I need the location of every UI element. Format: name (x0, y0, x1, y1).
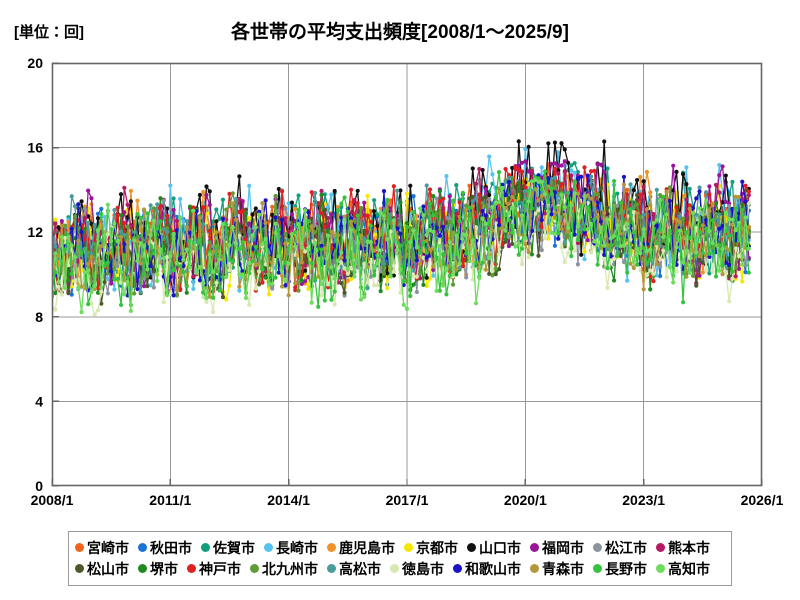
legend-label: 佐賀市 (213, 539, 255, 556)
legend-row-2: 松山市 堺市 神戸市 北九州市 高松市 徳島市 和歌山市 青森市 長野市 高知市 (75, 558, 725, 579)
legend-item-熊本市[interactable]: 熊本市 (656, 540, 710, 556)
legend-item-山口市[interactable]: 山口市 (467, 540, 521, 556)
legend-marker-icon (138, 564, 147, 573)
legend-label: 高松市 (339, 560, 381, 577)
legend-item-青森市[interactable]: 青森市 (530, 561, 584, 577)
legend-label: 京都市 (416, 539, 458, 556)
x-tick-label: 2008/1 (31, 492, 74, 508)
y-tick-label: 4 (35, 393, 43, 409)
legend-label: 神戸市 (199, 560, 241, 577)
legend-label: 松山市 (87, 560, 129, 577)
legend-item-長野市[interactable]: 長野市 (593, 561, 647, 577)
legend-label: 長崎市 (276, 539, 318, 556)
legend-item-神戸市[interactable]: 神戸市 (187, 561, 241, 577)
legend-item-長崎市[interactable]: 長崎市 (264, 540, 318, 556)
legend-marker-icon (530, 564, 539, 573)
plot-area: 0 4 8 12 16 20 2008/1 2011/1 2014/1 2017/1 2020/1 2… (27, 55, 784, 508)
legend-item-京都市[interactable]: 京都市 (404, 540, 458, 556)
legend-marker-icon (75, 543, 84, 552)
legend-item-北九州市[interactable]: 北九州市 (250, 561, 318, 577)
legend-item-佐賀市[interactable]: 佐賀市 (201, 540, 255, 556)
legend-marker-icon (327, 564, 336, 573)
legend-marker-icon (138, 543, 147, 552)
chart-title: 各世帯の平均支出頻度[2008/1～2025/9] (231, 22, 569, 43)
legend-item-鹿児島市[interactable]: 鹿児島市 (327, 540, 395, 556)
x-axis: 2008/1 2011/1 2014/1 2017/1 2020/1 2023/1 2026… (31, 479, 784, 508)
legend-marker-icon (250, 564, 259, 573)
legend-marker-icon (656, 543, 665, 552)
unit-label: [単位：回] (14, 24, 84, 41)
legend-label: 秋田市 (150, 539, 192, 556)
legend-item-宮崎市[interactable]: 宮崎市 (75, 540, 129, 556)
legend-label: 鹿児島市 (339, 539, 395, 556)
y-tick-label: 0 (35, 478, 43, 494)
legend-marker-icon (656, 564, 665, 573)
y-tick-label: 12 (27, 224, 43, 240)
legend-label: 山口市 (479, 539, 521, 556)
legend-label: 宮崎市 (87, 539, 129, 556)
legend-marker-icon (404, 543, 413, 552)
x-tick-label: 2023/1 (622, 492, 665, 508)
legend-marker-icon (530, 543, 539, 552)
legend-marker-icon (201, 543, 210, 552)
x-tick-label: 2011/1 (149, 492, 191, 508)
legend-marker-icon (390, 564, 399, 573)
legend-label: 和歌山市 (465, 560, 521, 577)
legend-label: 松江市 (605, 539, 647, 556)
legend-item-徳島市[interactable]: 徳島市 (390, 561, 444, 577)
legend-row-1: 宮崎市 秋田市 佐賀市 長崎市 鹿児島市 京都市 山口市 福岡市 松江市 熊本市 (75, 537, 725, 558)
y-tick-label: 20 (27, 55, 43, 71)
x-tick-label: 2020/1 (504, 492, 547, 508)
legend-marker-icon (453, 564, 462, 573)
legend-marker-icon (593, 564, 602, 573)
x-tick-label: 2017/1 (386, 492, 429, 508)
legend-item-堺市[interactable]: 堺市 (138, 561, 178, 577)
legend-marker-icon (593, 543, 602, 552)
y-axis: 0 4 8 12 16 20 (27, 55, 59, 494)
y-tick-label: 8 (35, 309, 43, 325)
legend-label: 北九州市 (262, 560, 318, 577)
series-高知市 (52, 177, 751, 315)
legend-item-秋田市[interactable]: 秋田市 (138, 540, 192, 556)
legend-label: 堺市 (150, 560, 178, 577)
legend-marker-icon (327, 543, 336, 552)
x-tick-label: 2026/1 (741, 492, 784, 508)
legend-label: 高知市 (668, 560, 710, 577)
y-tick-label: 16 (27, 140, 43, 156)
legend-label: 福岡市 (542, 539, 584, 556)
legend-item-和歌山市[interactable]: 和歌山市 (453, 561, 521, 577)
legend-label: 徳島市 (402, 560, 444, 577)
legend-item-福岡市[interactable]: 福岡市 (530, 540, 584, 556)
legend-item-松江市[interactable]: 松江市 (593, 540, 647, 556)
legend-label: 青森市 (542, 560, 584, 577)
legend-label: 熊本市 (668, 539, 710, 556)
legend-label: 長野市 (605, 560, 647, 577)
legend-marker-icon (187, 564, 196, 573)
x-tick-label: 2014/1 (267, 492, 310, 508)
legend-marker-icon (75, 564, 84, 573)
legend: 宮崎市 秋田市 佐賀市 長崎市 鹿児島市 京都市 山口市 福岡市 松江市 熊本市 松山市 堺市 神戸市… (68, 531, 732, 586)
legend-marker-icon (467, 543, 476, 552)
legend-item-高松市[interactable]: 高松市 (327, 561, 381, 577)
legend-marker-icon (264, 543, 273, 552)
series-group (52, 139, 751, 317)
legend-item-高知市[interactable]: 高知市 (656, 561, 710, 577)
legend-item-松山市[interactable]: 松山市 (75, 561, 129, 577)
